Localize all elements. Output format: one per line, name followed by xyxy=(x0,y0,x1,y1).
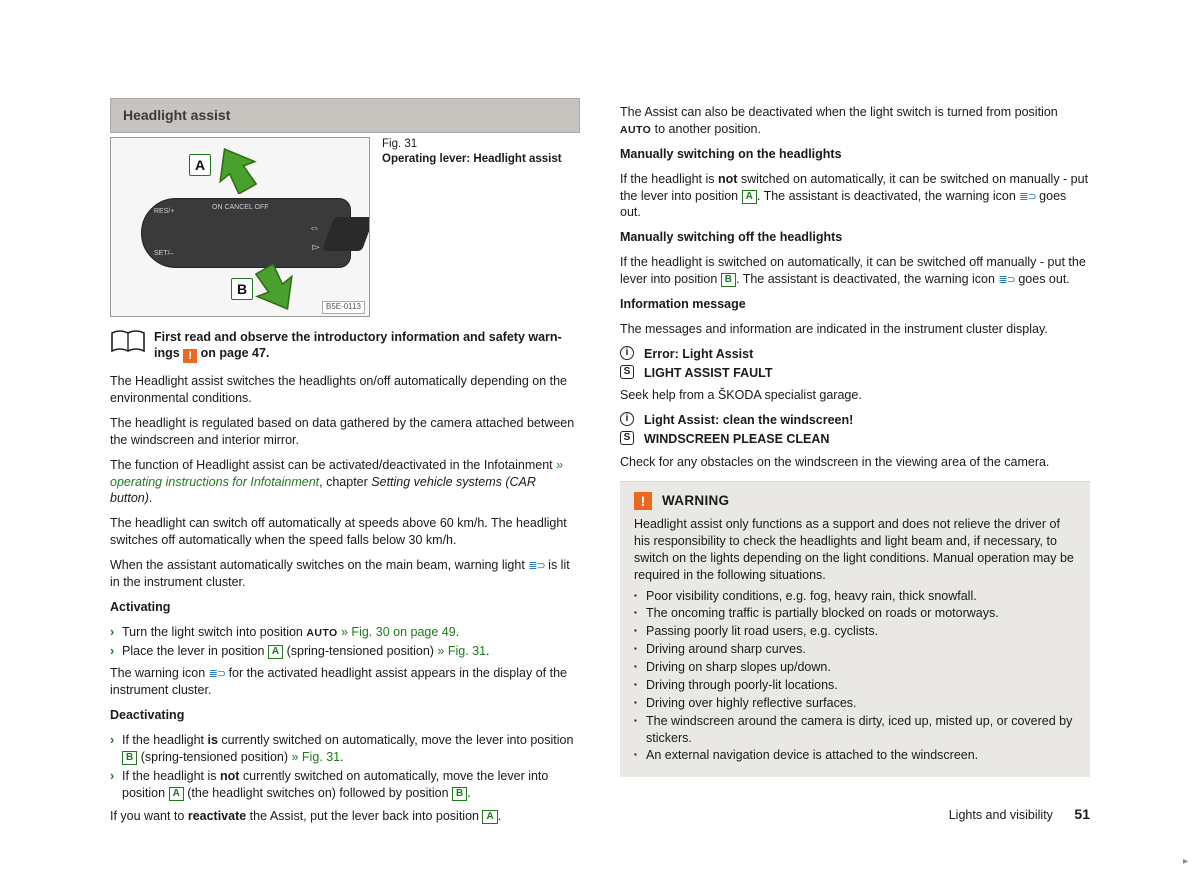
figure-block: RES/+ ON CANCEL OFF SET/– ⇔ ▻ A B B5E-01… xyxy=(110,137,580,317)
r-para-5: Seek help from a ŠKODA specialist garage… xyxy=(620,387,1090,404)
warning-box: ! WARNING Headlight assist only function… xyxy=(620,481,1090,777)
letter-b-3: B xyxy=(721,273,736,287)
para-5: When the assistant automatically switche… xyxy=(110,557,580,591)
letter-a-2: A xyxy=(169,787,184,801)
info-text-4: WINDSCREEN PLEASE CLEAN xyxy=(644,431,829,448)
warning-icon: ! xyxy=(634,492,652,510)
stalk-label-res: RES/+ xyxy=(154,207,174,216)
para-6: The warning icon ≣⊃ for the activated he… xyxy=(110,665,580,699)
intro-line2a: ings xyxy=(154,346,183,360)
para-7: If you want to reactivate the Assist, pu… xyxy=(110,808,580,825)
lever-illustration: RES/+ ON CANCEL OFF SET/– ⇔ ▻ xyxy=(141,198,351,268)
r-para-6: Check for any obstacles on the windscree… xyxy=(620,454,1090,471)
warning-glyph-icon: ! xyxy=(183,349,197,363)
deactivating-head: Deactivating xyxy=(110,707,580,724)
warning-item: Driving through poorly-lit locations. xyxy=(634,677,1076,694)
page-number: 51 xyxy=(1074,806,1090,822)
auto-badge: AUTO xyxy=(306,627,337,639)
info-text-2: LIGHT ASSIST FAULT xyxy=(644,365,772,382)
warning-item: The oncoming traffic is partially blocke… xyxy=(634,605,1076,622)
letter-a: A xyxy=(268,645,283,659)
intro-text: First read and observe the introductory … xyxy=(154,329,562,363)
ref-fig31b: » Fig. 31 xyxy=(291,750,340,764)
deactivating-step-2: If the headlight is not currently switch… xyxy=(110,768,580,802)
warning-item: Driving on sharp slopes up/down. xyxy=(634,659,1076,676)
r-head-1: Manually switching on the headlights xyxy=(620,146,1090,163)
intro-line1: First read and observe the introductory … xyxy=(154,330,562,344)
figure-badge-b: B xyxy=(231,278,253,300)
r-para-4: The messages and information are indicat… xyxy=(620,321,1090,338)
left-column: Headlight assist RES/+ ON CANCEL OFF SET… xyxy=(110,98,580,832)
letter-b-2: B xyxy=(452,787,467,801)
info-text-1: Error: Light Assist xyxy=(644,346,753,363)
info-row-2: S LIGHT ASSIST FAULT xyxy=(620,365,1090,382)
beam-icon-3: ≣⊃ xyxy=(1019,191,1035,203)
r-para-1: The Assist can also be deactivated when … xyxy=(620,104,1090,138)
para-2: The headlight is regulated based on data… xyxy=(110,415,580,449)
info-row-4: S WINDSCREEN PLEASE CLEAN xyxy=(620,431,1090,448)
info-row-3: i Light Assist: clean the windscreen! xyxy=(620,412,1090,429)
warning-header: ! WARNING xyxy=(634,492,1076,510)
page-columns: Headlight assist RES/+ ON CANCEL OFF SET… xyxy=(110,98,1090,832)
warning-item: An external navigation device is attache… xyxy=(634,747,1076,764)
intro-note: First read and observe the introductory … xyxy=(110,329,580,363)
letter-a-3: A xyxy=(482,810,497,824)
info-text-3: Light Assist: clean the windscreen! xyxy=(644,412,853,429)
info-sym-s-1: S xyxy=(620,365,634,379)
para-4: The headlight can switch off automatical… xyxy=(110,515,580,549)
book-icon xyxy=(110,329,146,355)
warning-title: WARNING xyxy=(662,492,729,510)
info-sym-s-2: S xyxy=(620,431,634,445)
warning-item: Poor visibility conditions, e.g. fog, he… xyxy=(634,588,1076,605)
warning-item: Driving over highly reflective surfaces. xyxy=(634,695,1076,712)
warning-item: Driving around sharp curves. xyxy=(634,641,1076,658)
page-footer: Lights and visibility 51 xyxy=(949,805,1090,824)
r-head-3: Information message xyxy=(620,296,1090,313)
deactivating-step-1: If the headlight is currently switched o… xyxy=(110,732,580,766)
r-head-2: Manually switching off the headlights xyxy=(620,229,1090,246)
r-para-2: If the headlight is not switched on auto… xyxy=(620,171,1090,222)
warning-item: Passing poorly lit road users, e.g. cycl… xyxy=(634,623,1076,640)
info-sym-i-2: i xyxy=(620,412,634,426)
figure-number: Fig. 31 xyxy=(382,138,417,150)
warning-item: The windscreen around the camera is dirt… xyxy=(634,713,1076,747)
info-row-1: i Error: Light Assist xyxy=(620,346,1090,363)
figure-image: RES/+ ON CANCEL OFF SET/– ⇔ ▻ A B B5E-01… xyxy=(110,137,370,317)
activating-step-1: Turn the light switch into position AUTO… xyxy=(110,624,580,641)
beam-icon-4: ≣⊃ xyxy=(998,274,1014,286)
right-column: The Assist can also be deactivated when … xyxy=(620,98,1090,832)
figure-caption-text: Operating lever: Headlight assist xyxy=(382,153,562,165)
continued-icon: ▸ xyxy=(1183,855,1188,869)
ref-fig31a: » Fig. 31 xyxy=(437,644,486,658)
beam-icon: ≣⊃ xyxy=(528,560,544,572)
para-3: The function of Headlight assist can be … xyxy=(110,457,580,508)
stalk-label-set: SET/– xyxy=(154,249,173,258)
activating-step-2: Place the lever in position A (spring-te… xyxy=(110,643,580,660)
warning-intro: Headlight assist only functions as a sup… xyxy=(634,516,1076,584)
arrow-up-icon xyxy=(211,144,261,194)
stalk-label-onoff: ON CANCEL OFF xyxy=(212,203,269,212)
figure-badge-a: A xyxy=(189,154,211,176)
letter-a-4: A xyxy=(742,190,757,204)
letter-b: B xyxy=(122,751,137,765)
arrow-down-icon xyxy=(251,264,301,314)
para-1: The Headlight assist switches the headli… xyxy=(110,373,580,407)
figure-caption: Fig. 31 Operating lever: Headlight assis… xyxy=(382,137,580,317)
r-para-3: If the headlight is switched on automati… xyxy=(620,254,1090,288)
info-sym-i-1: i xyxy=(620,346,634,360)
section-header: Headlight assist xyxy=(110,98,580,133)
warning-list: Poor visibility conditions, e.g. fog, he… xyxy=(634,588,1076,765)
activating-head: Activating xyxy=(110,599,580,616)
chapter-name: Lights and visibility xyxy=(949,808,1053,822)
ref-fig30: » Fig. 30 on page 49 xyxy=(338,625,456,639)
intro-line2b: on page 47. xyxy=(197,346,269,360)
figure-code: B5E-0113 xyxy=(322,301,365,314)
beam-icon-2: ≣⊃ xyxy=(209,668,225,680)
auto-badge-2: AUTO xyxy=(620,124,651,136)
